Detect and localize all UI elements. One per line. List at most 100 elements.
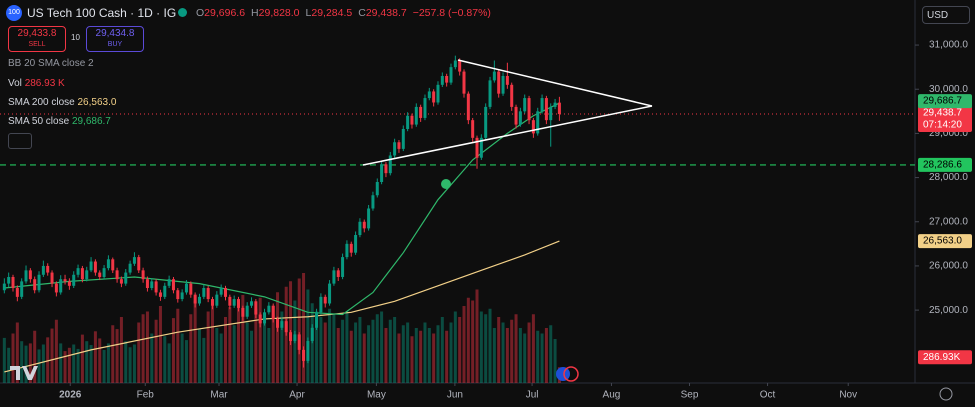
volume-bar <box>11 333 15 383</box>
candle-body <box>336 270 340 277</box>
candle-body <box>315 312 319 328</box>
candle-body <box>523 98 527 112</box>
candle-body <box>232 299 236 306</box>
sma200-legend[interactable]: SMA 200 close 26,563.0 <box>8 97 116 108</box>
candle-body <box>306 341 310 361</box>
candle-body <box>206 288 210 300</box>
candle-body <box>141 270 145 280</box>
volume-bar <box>380 311 384 383</box>
sma50-name: SMA 50 close <box>8 116 70 127</box>
triangle-upper-trendline[interactable] <box>457 59 653 107</box>
candle-body <box>197 296 201 304</box>
sma200-name: SMA 200 close <box>8 97 75 108</box>
sma50-legend[interactable]: SMA 50 close 29,686.7 <box>8 116 111 127</box>
volume-bar <box>89 345 93 383</box>
candle-body <box>158 292 162 297</box>
volume-bar <box>505 328 509 383</box>
sma-line <box>4 240 560 373</box>
volume-bar <box>76 348 80 383</box>
volume-bar <box>7 347 11 383</box>
candle-body <box>37 274 41 291</box>
volume-bar <box>206 311 210 383</box>
volume-bar <box>202 337 206 383</box>
y-tick-label: 31,000.0 <box>929 40 968 51</box>
volume-bar <box>267 328 271 383</box>
buy-price: 29,434.8 <box>95 28 135 39</box>
candle-body <box>375 182 379 196</box>
volume-bar <box>276 292 280 383</box>
currency-dropdown[interactable]: USD <box>922 6 970 24</box>
event-badge[interactable] <box>563 366 579 382</box>
volume-bar <box>128 347 132 383</box>
volume-bar <box>462 306 466 383</box>
volume-bar <box>406 322 410 383</box>
candle-body <box>423 98 427 118</box>
symbol-logo[interactable]: 100 <box>6 5 22 21</box>
volume-bar <box>440 317 444 383</box>
volume-bar <box>419 330 423 383</box>
settings-button[interactable] <box>939 387 953 401</box>
candle-body <box>150 281 154 289</box>
candle-body <box>471 120 475 138</box>
volume-bar <box>384 328 388 383</box>
candle-body <box>367 208 371 229</box>
volume-bar <box>93 331 97 383</box>
volume-bar <box>223 317 227 383</box>
volume-bar <box>245 322 249 383</box>
symbol-title[interactable]: US Tech 100 Cash · 1D · IG <box>27 6 177 20</box>
volume-bar <box>54 319 58 383</box>
sell-button[interactable]: 29,433.8 SELL <box>8 26 66 52</box>
collapse-legend-button[interactable] <box>8 133 32 149</box>
candle-body <box>137 257 141 271</box>
price-change: −257.8 (−0.87%) <box>412 7 491 19</box>
candle-body <box>254 301 258 315</box>
ohlc-legend: O29,696.6 H29,828.0 L29,284.5 C29,438.7 −257… <box>196 7 491 19</box>
volume-bar <box>345 311 349 383</box>
market-status-dot[interactable] <box>178 8 187 17</box>
candle-body <box>527 98 531 121</box>
candle-body <box>20 281 24 297</box>
ohlc-value: 29,284.5 <box>311 7 353 19</box>
candle-body <box>410 115 414 125</box>
candle-body <box>432 91 436 103</box>
last-price-box <box>918 106 972 133</box>
candle-body <box>11 276 15 289</box>
candle-body <box>319 296 323 313</box>
volume-bar <box>20 341 24 383</box>
buy-label: BUY <box>107 41 123 48</box>
candle-body <box>354 235 358 253</box>
candle-body <box>492 71 496 81</box>
country-flag-icon[interactable] <box>556 367 570 381</box>
volume-bar <box>115 329 119 383</box>
volume-bar <box>106 343 110 383</box>
volume-bar <box>124 341 128 383</box>
volume-bar <box>367 325 371 383</box>
y-tick-label: 30,000.0 <box>929 84 968 95</box>
candle-body <box>345 243 349 258</box>
x-tick-label: Mar <box>210 390 228 401</box>
candle-body <box>540 98 544 112</box>
volume-bar <box>111 325 115 383</box>
candle-body <box>271 305 275 319</box>
candle-body <box>2 283 6 291</box>
volume-bar <box>145 311 149 383</box>
candle-body <box>419 106 423 118</box>
candle-body <box>401 128 405 149</box>
x-tick-label: Jun <box>447 390 463 401</box>
volume-bar <box>397 333 401 383</box>
bb-indicator[interactable]: BB 20 SMA close 2 <box>8 58 94 69</box>
volume-bar <box>271 306 275 383</box>
buy-button[interactable]: 29,434.8 BUY <box>86 26 144 52</box>
volume-bar <box>189 314 193 383</box>
volume-bar <box>63 351 67 383</box>
event-marker[interactable] <box>441 179 451 189</box>
volume-legend[interactable]: Vol 286.93 K <box>8 78 65 89</box>
volume-bar <box>362 333 366 383</box>
brand-logo[interactable] <box>10 366 38 380</box>
volume-bar <box>523 333 527 383</box>
candle-body <box>445 75 449 83</box>
triangle-lower-trendline[interactable] <box>362 105 653 166</box>
volume-bar <box>371 319 375 383</box>
